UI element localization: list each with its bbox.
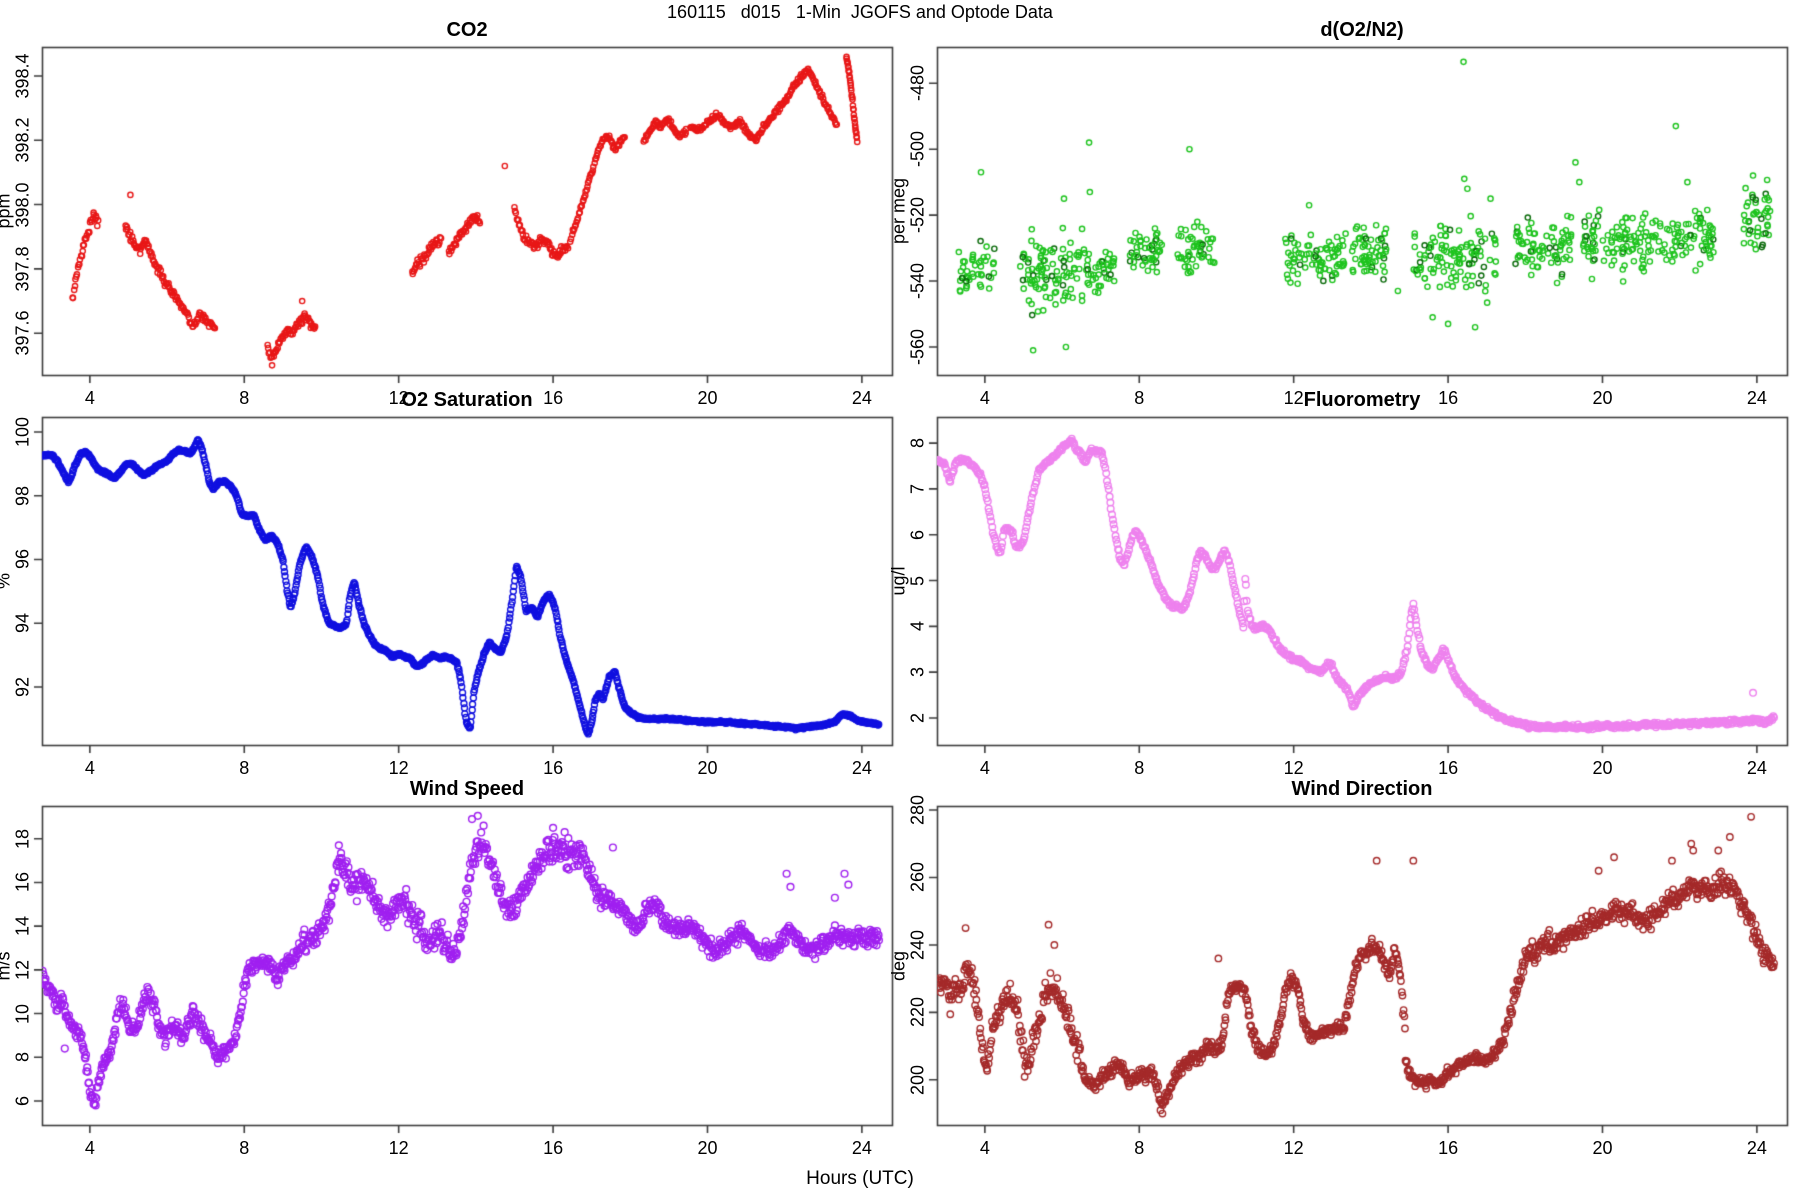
y-tick-label-do2n2--560: -560 bbox=[907, 328, 928, 365]
x-tick-label-winddirection-12: 12 bbox=[1283, 1138, 1304, 1158]
x-tick-label-windspeed-20: 20 bbox=[697, 1138, 718, 1158]
x-tick-label-windspeed-12: 12 bbox=[388, 1138, 409, 1158]
y-tick-label-o2sat-96: 96 bbox=[12, 549, 33, 570]
y-tick-label-do2n2--520: -520 bbox=[907, 197, 928, 234]
y-tick-label-fluorometry-8: 8 bbox=[907, 438, 928, 449]
y-tick-label-do2n2--480: -480 bbox=[907, 65, 928, 102]
x-tick-label-o2sat-20: 20 bbox=[697, 758, 718, 778]
x-tick-label-o2sat-16: 16 bbox=[543, 758, 564, 778]
x-tick-label-co2-4: 4 bbox=[84, 388, 95, 408]
y-tick-label-o2sat-92: 92 bbox=[12, 676, 33, 697]
y-tick-label-o2sat-98: 98 bbox=[12, 485, 33, 506]
x-tick-label-fluorometry-16: 16 bbox=[1438, 758, 1459, 778]
y-tick-label-windspeed-16: 16 bbox=[12, 872, 33, 893]
y-tick-label-co2-398.2: 398.2 bbox=[12, 117, 33, 163]
panel-title-co2: CO2 bbox=[446, 19, 488, 41]
y-tick-label-winddirection-200: 200 bbox=[907, 1064, 928, 1095]
x-tick-label-co2-12: 12 bbox=[388, 388, 409, 408]
y-tick-label-windspeed-14: 14 bbox=[12, 916, 33, 937]
y-tick-label-windspeed-10: 10 bbox=[12, 1003, 33, 1024]
y-tick-label-winddirection-260: 260 bbox=[907, 862, 928, 893]
x-tick-label-o2sat-4: 4 bbox=[84, 758, 95, 778]
x-tick-label-do2n2-16: 16 bbox=[1438, 388, 1459, 408]
figure-title: 160115 d015 1-Min JGOFS and Optode Data bbox=[667, 2, 1053, 22]
x-tick-label-co2-24: 24 bbox=[851, 388, 872, 408]
x-tick-label-co2-8: 8 bbox=[239, 388, 250, 408]
panel-title-wind-direction: Wind Direction bbox=[1291, 778, 1433, 800]
panel-title-wind-speed: Wind Speed bbox=[409, 778, 525, 800]
y-tick-label-do2n2--540: -540 bbox=[907, 263, 928, 300]
y-tick-label-co2-398.4: 398.4 bbox=[12, 53, 33, 99]
y-tick-label-fluorometry-7: 7 bbox=[907, 483, 928, 494]
panel-title-o2-saturation: O2 Saturation bbox=[401, 389, 533, 411]
y-tick-label-windspeed-12: 12 bbox=[12, 959, 33, 980]
x-tick-label-windspeed-24: 24 bbox=[851, 1138, 872, 1158]
y-tick-label-windspeed-18: 18 bbox=[12, 828, 33, 849]
x-tick-label-fluorometry-12: 12 bbox=[1283, 758, 1304, 778]
x-tick-label-do2n2-12: 12 bbox=[1283, 388, 1304, 408]
y-axis-label-ugl: ug/l bbox=[888, 566, 909, 596]
y-tick-label-co2-397.8: 397.8 bbox=[12, 246, 33, 292]
x-tick-label-o2sat-8: 8 bbox=[239, 758, 250, 778]
y-tick-label-co2-398.0: 398.0 bbox=[12, 182, 33, 228]
x-tick-label-windspeed-8: 8 bbox=[239, 1138, 250, 1158]
x-tick-label-do2n2-20: 20 bbox=[1592, 388, 1613, 408]
x-axis-title: Hours (UTC) bbox=[806, 1168, 914, 1189]
y-tick-label-windspeed-6: 6 bbox=[12, 1095, 33, 1106]
x-tick-label-winddirection-20: 20 bbox=[1592, 1138, 1613, 1158]
y-tick-label-winddirection-280: 280 bbox=[907, 795, 928, 826]
x-tick-label-o2sat-12: 12 bbox=[388, 758, 409, 778]
x-tick-label-do2n2-24: 24 bbox=[1746, 388, 1767, 408]
x-tick-label-fluorometry-8: 8 bbox=[1134, 758, 1145, 778]
y-tick-label-do2n2--500: -500 bbox=[907, 131, 928, 168]
y-axis-label-percent: % bbox=[0, 573, 15, 589]
y-tick-label-fluorometry-4: 4 bbox=[907, 621, 928, 632]
y-tick-label-winddirection-240: 240 bbox=[907, 929, 928, 960]
panel-title-fluorometry: Fluorometry bbox=[1303, 389, 1421, 411]
x-tick-label-do2n2-8: 8 bbox=[1134, 388, 1145, 408]
panel-title-do2n2: d(O2/N2) bbox=[1320, 19, 1404, 41]
x-tick-label-winddirection-4: 4 bbox=[979, 1138, 990, 1158]
x-tick-label-co2-20: 20 bbox=[697, 388, 718, 408]
x-tick-label-windspeed-16: 16 bbox=[543, 1138, 564, 1158]
y-tick-label-o2sat-100: 100 bbox=[12, 416, 33, 447]
x-tick-label-fluorometry-4: 4 bbox=[979, 758, 990, 778]
x-tick-label-fluorometry-24: 24 bbox=[1746, 758, 1767, 778]
y-tick-label-windspeed-8: 8 bbox=[12, 1052, 33, 1063]
y-tick-label-fluorometry-6: 6 bbox=[907, 529, 928, 540]
x-tick-label-winddirection-16: 16 bbox=[1438, 1138, 1459, 1158]
x-tick-label-winddirection-8: 8 bbox=[1134, 1138, 1145, 1158]
y-axis-label-per-meg: per meg bbox=[888, 177, 909, 245]
x-tick-label-do2n2-4: 4 bbox=[979, 388, 990, 408]
x-tick-label-o2sat-24: 24 bbox=[851, 758, 872, 778]
y-tick-label-fluorometry-2: 2 bbox=[907, 712, 928, 723]
y-tick-label-o2sat-94: 94 bbox=[12, 613, 33, 634]
y-tick-label-co2-397.6: 397.6 bbox=[12, 310, 33, 356]
y-axis-label-deg: deg bbox=[888, 950, 909, 981]
x-tick-label-fluorometry-20: 20 bbox=[1592, 758, 1613, 778]
y-tick-label-fluorometry-3: 3 bbox=[907, 667, 928, 678]
x-tick-label-co2-16: 16 bbox=[543, 388, 564, 408]
y-tick-label-winddirection-220: 220 bbox=[907, 997, 928, 1028]
x-tick-label-winddirection-24: 24 bbox=[1746, 1138, 1767, 1158]
x-tick-label-windspeed-4: 4 bbox=[84, 1138, 95, 1158]
y-tick-label-fluorometry-5: 5 bbox=[907, 575, 928, 586]
